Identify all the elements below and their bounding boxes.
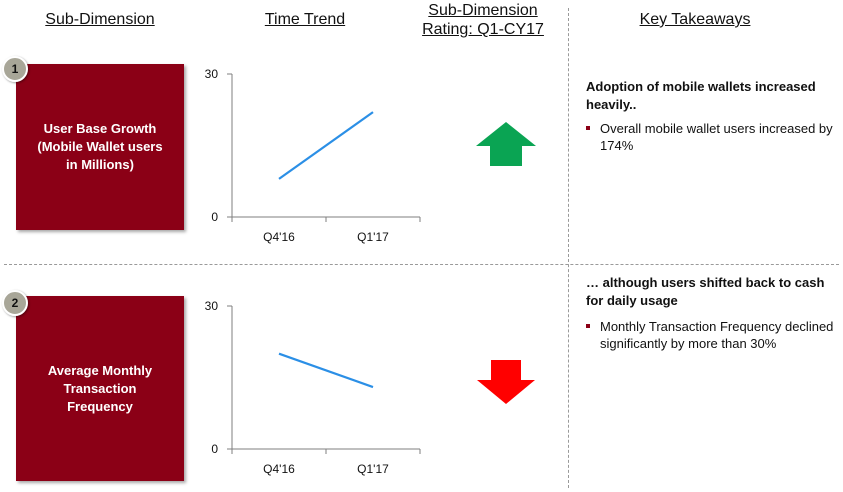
header-key-takeaways: Key Takeaways [639, 11, 751, 28]
header-rating-line1: Sub-Dimension [428, 2, 538, 19]
takeaway-title-1: Adoption of mobile wallets increased hea… [586, 79, 816, 112]
rating-up-arrow-icon [476, 122, 536, 166]
takeaway-bullet-1: Overall mobile wallet users increased by… [586, 120, 836, 154]
sub-dimension-box-1: User Base Growth (Mobile Wallet users in… [16, 64, 184, 230]
y-tick-label: 30 [205, 299, 219, 313]
bullet-marker [586, 126, 590, 130]
takeaway-title-2: … although users shifted back to cash fo… [586, 275, 825, 308]
takeaway-bullet-text-1: Overall mobile wallet users increased by… [600, 121, 833, 153]
header-rating-line2: Rating: Q1-CY17 [422, 21, 544, 38]
column-divider [568, 8, 569, 488]
sub-dimension-label-1: User Base Growth (Mobile Wallet users in… [37, 121, 163, 172]
rating-up-arrow-shape [476, 122, 536, 166]
header-rating: Sub-Dimension Rating: Q1-CY17 [408, 1, 558, 39]
takeaway-bullet-text-2: Monthly Transaction Frequency declined s… [600, 319, 834, 351]
sub-dimension-box-2: Average Monthly Transaction Frequency [16, 296, 184, 481]
takeaway-bullet-2: Monthly Transaction Frequency declined s… [586, 318, 836, 352]
row-badge-2: 2 [2, 290, 28, 316]
time-trend-chart-2: 0 30 Q4'16 Q1'17 [205, 299, 421, 476]
y-tick-label: 30 [205, 67, 219, 81]
series-line [278, 111, 374, 180]
row-divider [4, 264, 839, 265]
y-tick-label: 0 [211, 210, 218, 224]
sub-dimension-label-2: Average Monthly Transaction Frequency [47, 362, 153, 414]
x-tick-label: Q4'16 [263, 462, 295, 476]
x-tick-label: Q1'17 [357, 230, 389, 244]
rating-down-arrow-shape [477, 360, 535, 404]
bullet-marker [586, 324, 590, 328]
rating-down-arrow-icon [477, 360, 535, 404]
time-trend-chart-1: 0 30 Q4'16 Q1'17 [205, 67, 421, 244]
header-time-trend: Time Trend [264, 11, 346, 28]
series-line [278, 352, 374, 389]
x-tick-label: Q1'17 [357, 462, 389, 476]
y-tick-label: 0 [211, 442, 218, 456]
x-tick-label: Q4'16 [263, 230, 295, 244]
header-sub-dimension: Sub-Dimension [45, 11, 155, 28]
row-badge-1: 1 [2, 56, 28, 82]
